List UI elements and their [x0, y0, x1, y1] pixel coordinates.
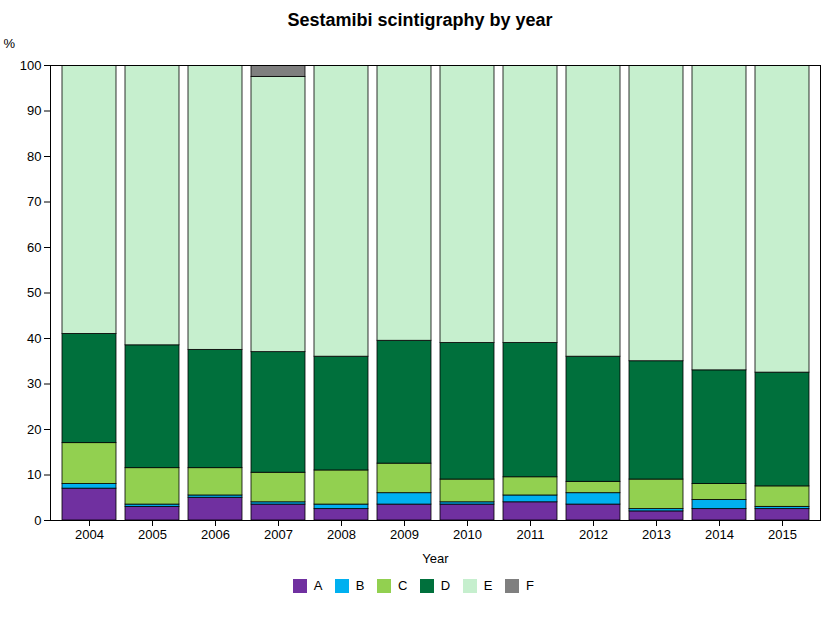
- svg-text:%: %: [4, 36, 16, 51]
- html-text:E: E: [483, 578, 493, 593]
- html-text:A: A: [313, 578, 323, 593]
- svg-text:2008: 2008: [327, 527, 356, 542]
- svg-text:2004: 2004: [75, 527, 104, 542]
- svg-text:70: 70: [27, 194, 41, 209]
- svg-text:60: 60: [27, 240, 41, 255]
- svg-text:100: 100: [20, 58, 42, 73]
- svg-text:2007: 2007: [264, 527, 293, 542]
- html-text:B: B: [355, 578, 365, 593]
- html-text:Sestamibi scintigraphy by year: Sestamibi scintigraphy by year: [287, 10, 553, 30]
- svg-text:2015: 2015: [768, 527, 797, 542]
- svg-text:2012: 2012: [579, 527, 608, 542]
- svg-text:2014: 2014: [705, 527, 734, 542]
- svg-text:2010: 2010: [453, 527, 482, 542]
- html-text:F: F: [525, 578, 534, 593]
- svg-text:80: 80: [27, 149, 41, 164]
- svg-text:50: 50: [27, 285, 41, 300]
- svg-text:40: 40: [27, 331, 41, 346]
- svg-text:2009: 2009: [390, 527, 419, 542]
- svg-text:20: 20: [27, 422, 41, 437]
- svg-text:Year: Year: [422, 551, 449, 566]
- html-text:C: C: [398, 578, 408, 593]
- svg-text:2005: 2005: [138, 527, 167, 542]
- html-text:D: D: [440, 578, 451, 593]
- svg-text:90: 90: [27, 103, 41, 118]
- svg-text:2011: 2011: [517, 527, 545, 542]
- svg-text:10: 10: [27, 467, 41, 482]
- svg-text:0: 0: [34, 513, 41, 528]
- svg-text:30: 30: [27, 376, 41, 391]
- svg-text:2013: 2013: [642, 527, 671, 542]
- svg-text:2006: 2006: [201, 527, 230, 542]
